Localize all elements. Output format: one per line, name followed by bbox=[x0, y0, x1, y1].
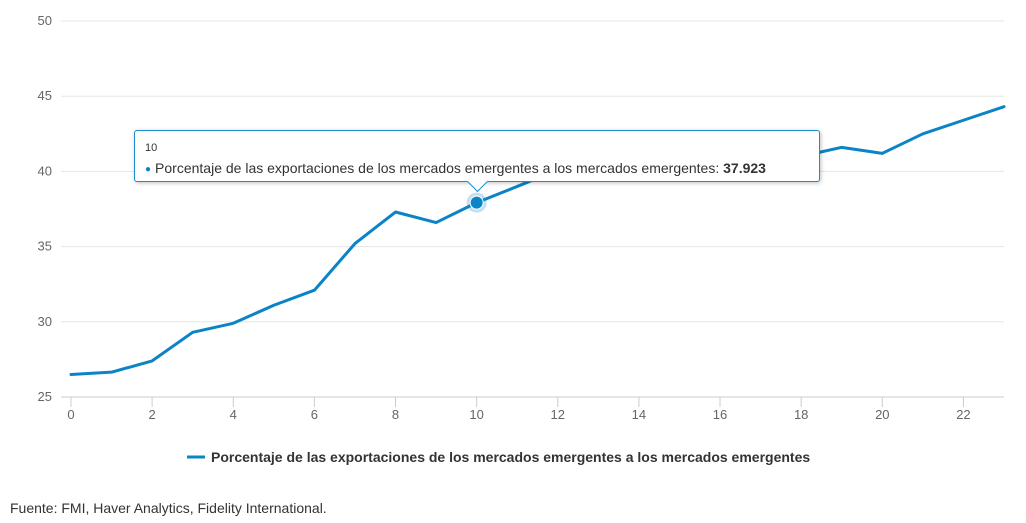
y-tick-label: 50 bbox=[38, 13, 52, 28]
tooltip: 10 ● Porcentaje de las exportaciones de l… bbox=[134, 130, 820, 193]
data-point[interactable] bbox=[353, 242, 357, 246]
data-point[interactable] bbox=[231, 321, 235, 325]
y-tick-label: 25 bbox=[38, 389, 52, 404]
x-tick-label: 2 bbox=[149, 407, 156, 422]
y-tick-label: 35 bbox=[38, 239, 52, 254]
data-point[interactable] bbox=[434, 221, 438, 225]
data-point[interactable] bbox=[150, 359, 154, 363]
tooltip-x-label: 10 bbox=[145, 142, 158, 154]
y-axis: 25 30 35 40 45 50 bbox=[38, 13, 52, 404]
y-tick-label: 45 bbox=[38, 88, 52, 103]
data-point[interactable] bbox=[69, 372, 73, 376]
data-point[interactable] bbox=[272, 303, 276, 307]
data-point[interactable] bbox=[840, 145, 844, 149]
tooltip-body: ● Porcentaje de las exportaciones de los … bbox=[145, 159, 809, 179]
y-tick-label: 30 bbox=[38, 314, 52, 329]
x-tick-label: 4 bbox=[230, 407, 237, 422]
hover-point[interactable] bbox=[469, 195, 484, 210]
legend[interactable]: Porcentaje de las exportaciones de los m… bbox=[187, 449, 810, 465]
x-tick-label: 8 bbox=[392, 407, 399, 422]
data-point[interactable] bbox=[1002, 105, 1006, 109]
y-tick-label: 40 bbox=[38, 163, 52, 178]
x-tick-label: 22 bbox=[956, 407, 970, 422]
data-point[interactable] bbox=[191, 330, 195, 334]
x-tick-label: 0 bbox=[67, 407, 74, 422]
x-tick-label: 14 bbox=[632, 407, 646, 422]
x-tick-label: 6 bbox=[311, 407, 318, 422]
x-tick-label: 20 bbox=[875, 407, 889, 422]
data-point[interactable] bbox=[961, 118, 965, 122]
tooltip-series-name: Porcentaje de las exportaciones de los m… bbox=[155, 160, 720, 176]
tooltip-value: 37.923 bbox=[723, 160, 766, 176]
source-note: Fuente: FMI, Haver Analytics, Fidelity I… bbox=[10, 500, 327, 516]
data-point[interactable] bbox=[110, 370, 114, 374]
data-point[interactable] bbox=[921, 132, 925, 136]
legend-label[interactable]: Porcentaje de las exportaciones de los m… bbox=[211, 449, 810, 465]
x-tick-label: 16 bbox=[713, 407, 727, 422]
x-axis: 0 2 4 6 8 10 12 14 16 18 20 22 bbox=[61, 396, 1004, 422]
data-point[interactable] bbox=[515, 184, 519, 188]
data-point[interactable] bbox=[880, 151, 884, 155]
tooltip-series-dot-icon: ● bbox=[145, 164, 152, 175]
data-point[interactable] bbox=[312, 288, 316, 292]
x-tick-label: 18 bbox=[794, 407, 808, 422]
x-tick-label: 10 bbox=[469, 407, 483, 422]
x-tick-label: 12 bbox=[551, 407, 565, 422]
data-point[interactable] bbox=[394, 210, 398, 214]
